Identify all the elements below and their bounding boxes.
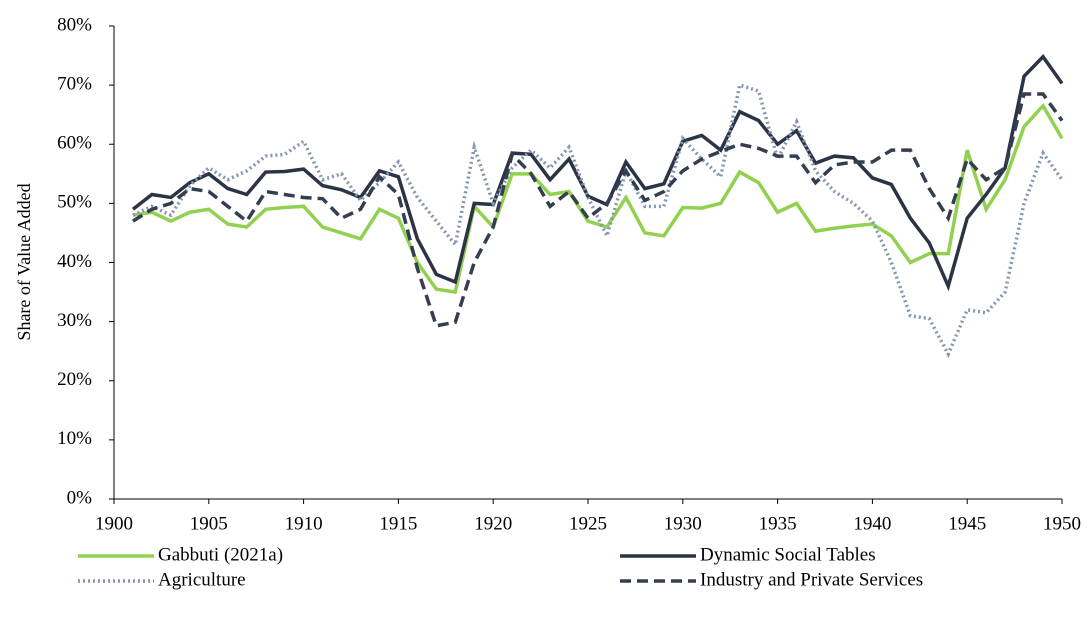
legend-label: Agriculture: [158, 569, 246, 590]
y-tick-label: 70%: [57, 73, 92, 94]
series-line: [131, 54, 1064, 292]
series-line: [132, 82, 1064, 359]
series-line: [132, 92, 1064, 328]
x-tick-label: 1940: [853, 513, 891, 534]
y-tick-label: 40%: [57, 251, 92, 272]
y-tick-label: 60%: [57, 133, 92, 154]
x-tick-label: 1925: [569, 513, 607, 534]
x-tick-label: 1900: [95, 513, 133, 534]
y-tick-label: 80%: [57, 14, 92, 35]
x-tick-label: 1915: [379, 513, 417, 534]
y-tick-label: 10%: [57, 428, 92, 449]
series-line: [132, 102, 1064, 295]
legend-label: Industry and Private Services: [700, 569, 923, 590]
x-tick-label: 1910: [285, 513, 323, 534]
legend-label: Dynamic Social Tables: [700, 544, 876, 565]
x-tick-label: 1935: [759, 513, 797, 534]
legend-label: Gabbuti (2021a): [158, 544, 283, 565]
x-tick-label: 1920: [474, 513, 512, 534]
x-tick-label: 1905: [190, 513, 228, 534]
y-tick-label: 20%: [57, 369, 92, 390]
x-tick-label: 1950: [1043, 513, 1081, 534]
y-axis-label: Share of Value Added: [14, 183, 34, 340]
x-tick-label: 1930: [664, 513, 702, 534]
x-tick-label: 1945: [948, 513, 986, 534]
y-tick-label: 0%: [67, 487, 93, 508]
y-tick-label: 50%: [57, 192, 92, 213]
y-tick-label: 30%: [57, 310, 92, 331]
